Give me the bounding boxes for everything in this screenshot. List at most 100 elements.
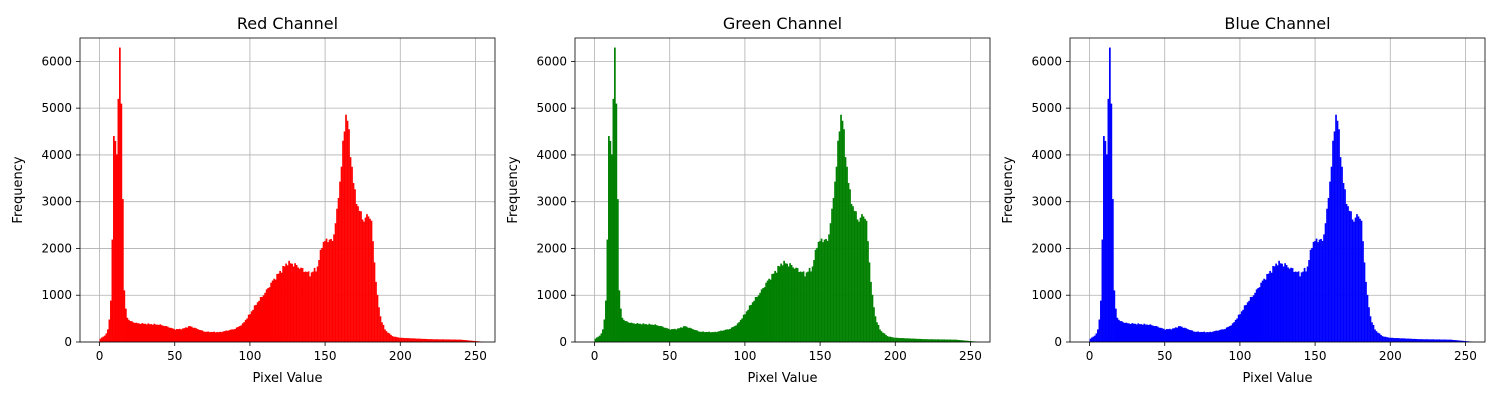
blue-bar (1100, 301, 1102, 342)
blue-bar (1377, 333, 1379, 342)
green-bar (843, 129, 845, 342)
blue-bar (1203, 332, 1205, 342)
red-bar (350, 157, 352, 342)
blue-bar (1091, 338, 1093, 342)
green-bar (653, 325, 655, 342)
green-bar (924, 339, 926, 342)
red-bar (135, 323, 137, 342)
red-bar (321, 248, 323, 342)
blue-bar (1151, 325, 1153, 342)
red-bar (245, 320, 247, 342)
green-bar (840, 115, 842, 342)
blue-bar (1111, 104, 1113, 342)
red-bar (113, 136, 115, 342)
green-bar (604, 320, 606, 342)
green-bar (683, 326, 685, 342)
blue-bar (1287, 267, 1289, 342)
red-bar (386, 331, 388, 342)
green-bar (632, 323, 634, 342)
green-bar (644, 324, 646, 342)
blue-bar (1338, 129, 1340, 342)
red-y-axis-label: Frequency (11, 156, 26, 223)
red-chart-title: Red Channel (237, 14, 338, 33)
blue-bar (1238, 315, 1240, 342)
blue-bar (1127, 323, 1129, 342)
red-bar (158, 325, 160, 342)
green-bar (780, 264, 782, 342)
blue-bar (1304, 268, 1306, 342)
green-bar (824, 240, 826, 342)
green-bar (768, 279, 770, 342)
red-bar (314, 268, 316, 342)
red-bar (149, 324, 151, 342)
blue-bar (1154, 326, 1156, 342)
red-bar (171, 328, 173, 342)
blue-bar (1307, 266, 1309, 342)
red-bar (423, 339, 425, 342)
blue-bar (1233, 322, 1235, 342)
blue-bar (1242, 310, 1244, 342)
blue-bar (1268, 274, 1270, 342)
red-bar (398, 338, 400, 342)
blue-bar (1365, 282, 1367, 342)
green-bar (756, 297, 758, 342)
blue-bar (1247, 302, 1249, 342)
blue-bar (1422, 339, 1424, 342)
red-bar (264, 293, 266, 342)
blue-bar (1121, 321, 1123, 342)
blue-chart-title: Blue Channel (1224, 14, 1330, 33)
red-bar (333, 234, 335, 342)
green-bar (806, 272, 808, 342)
green-bar (764, 287, 766, 342)
blue-bar (1412, 339, 1414, 342)
green-bar (762, 288, 764, 342)
red-bar (393, 337, 395, 342)
blue-bar (1389, 338, 1391, 342)
blue-bar (1115, 309, 1117, 342)
green-bar (788, 266, 790, 342)
blue-bar (1097, 329, 1099, 342)
blue-bar (1319, 240, 1321, 342)
blue-bar (1350, 211, 1352, 342)
red-bar (371, 221, 373, 342)
red-bar (218, 332, 220, 342)
blue-bar (1343, 183, 1345, 342)
blue-bar (1404, 338, 1406, 342)
blue-bar (1145, 325, 1147, 342)
blue-bar (1149, 324, 1151, 342)
green-bar (812, 266, 814, 342)
red-bar (130, 321, 132, 342)
green-bar (719, 331, 721, 342)
blue-bar (1212, 331, 1214, 342)
blue-bar (1146, 325, 1148, 342)
blue-bar (1367, 295, 1369, 342)
red-bar (115, 141, 117, 342)
red-bar (405, 338, 407, 342)
blue-bar (1161, 328, 1163, 342)
green-bar (699, 332, 701, 342)
red-bar (330, 239, 332, 342)
red-bar (296, 265, 298, 342)
green-bar (625, 321, 627, 342)
red-bar (107, 329, 109, 342)
red-bar (167, 327, 169, 342)
green-bar (803, 271, 805, 342)
green-bar (909, 338, 911, 342)
red-bar (362, 219, 364, 342)
red-bar (100, 339, 102, 342)
green-bar (619, 290, 621, 342)
red-bar (249, 314, 251, 342)
blue-bar (1245, 305, 1247, 342)
red-bar (437, 339, 439, 342)
green-bar (891, 337, 893, 342)
blue-bar (1322, 241, 1324, 342)
green-bar (926, 339, 928, 342)
red-bar (279, 271, 281, 342)
red-xtick-label: 100 (238, 349, 261, 363)
blue-xtick-label: 250 (1454, 349, 1477, 363)
green-bar (687, 328, 689, 342)
red-ytick-label: 6000 (41, 54, 72, 68)
green-bar (740, 320, 742, 342)
green-bar (599, 336, 601, 342)
red-bar (147, 323, 149, 342)
